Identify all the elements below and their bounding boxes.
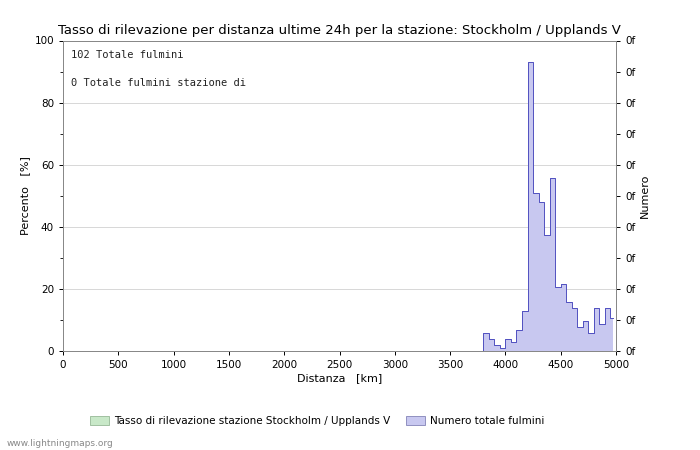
Text: 102 Totale fulmini: 102 Totale fulmini xyxy=(71,50,184,60)
X-axis label: Distanza   [km]: Distanza [km] xyxy=(297,373,382,383)
Title: Tasso di rilevazione per distanza ultime 24h per la stazione: Stockholm / Upplan: Tasso di rilevazione per distanza ultime… xyxy=(58,23,621,36)
Y-axis label: Numero: Numero xyxy=(639,174,650,218)
Legend: Tasso di rilevazione stazione Stockholm / Upplands V, Numero totale fulmini: Tasso di rilevazione stazione Stockholm … xyxy=(86,412,549,431)
Text: 0 Totale fulmini stazione di: 0 Totale fulmini stazione di xyxy=(71,78,246,88)
Y-axis label: Percento   [%]: Percento [%] xyxy=(20,156,30,235)
Text: www.lightningmaps.org: www.lightningmaps.org xyxy=(7,439,113,448)
